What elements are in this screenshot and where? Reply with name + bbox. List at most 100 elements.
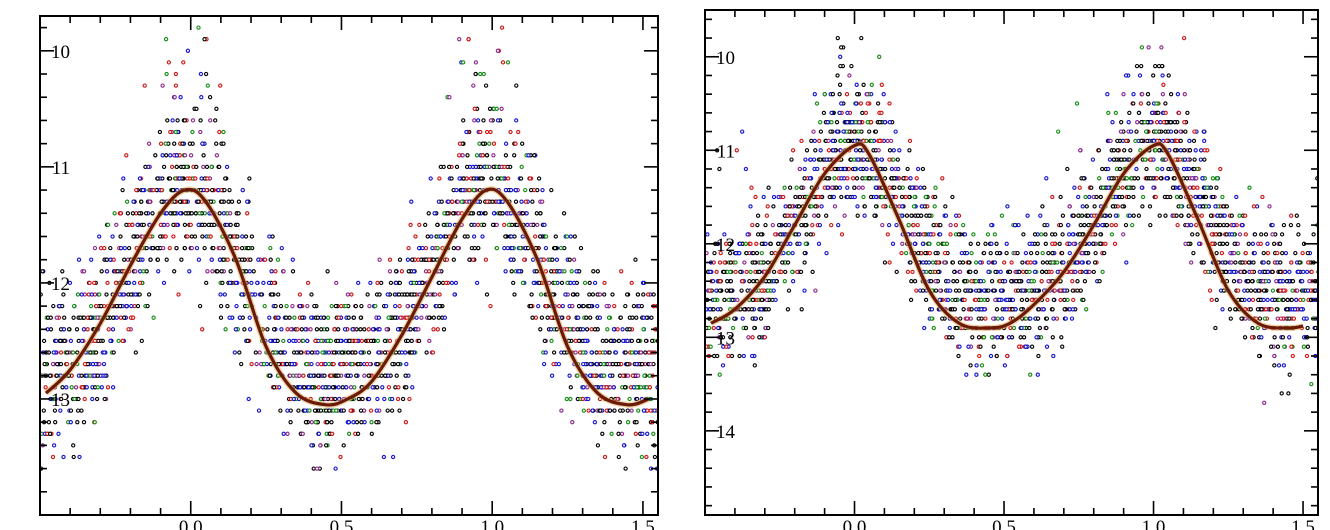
data-point bbox=[783, 269, 788, 275]
data-point bbox=[124, 199, 130, 204]
data-point bbox=[153, 153, 158, 158]
data-point bbox=[1087, 241, 1092, 246]
data-point bbox=[248, 257, 253, 262]
data-point bbox=[439, 199, 444, 204]
data-point bbox=[121, 176, 126, 181]
data-point bbox=[461, 176, 466, 181]
data-point bbox=[256, 257, 261, 262]
data-point bbox=[595, 443, 601, 448]
data-point bbox=[1004, 241, 1009, 246]
data-point bbox=[159, 199, 164, 204]
data-point bbox=[634, 385, 640, 390]
data-point bbox=[1301, 344, 1307, 349]
data-point bbox=[318, 408, 324, 413]
data-point bbox=[296, 338, 302, 344]
data-point bbox=[405, 338, 411, 344]
data-point bbox=[169, 164, 175, 170]
data-point bbox=[530, 199, 535, 204]
data-point bbox=[267, 315, 272, 320]
data-point bbox=[174, 153, 179, 158]
data-point bbox=[209, 187, 215, 193]
data-point bbox=[1245, 288, 1250, 293]
data-point bbox=[933, 288, 939, 293]
data-point bbox=[1161, 82, 1166, 87]
data-point bbox=[1131, 185, 1136, 190]
data-point bbox=[209, 164, 214, 170]
data-point bbox=[993, 297, 998, 303]
data-point bbox=[174, 245, 179, 251]
data-point bbox=[850, 176, 856, 181]
data-point bbox=[572, 234, 577, 239]
data-point bbox=[171, 234, 176, 239]
data-point bbox=[999, 213, 1005, 218]
data-point bbox=[643, 338, 649, 344]
data-point bbox=[81, 420, 87, 425]
data-point bbox=[137, 292, 142, 297]
data-point bbox=[798, 269, 804, 275]
data-point bbox=[303, 327, 308, 332]
data-point bbox=[997, 297, 1002, 303]
data-point bbox=[387, 257, 393, 262]
data-point bbox=[1255, 307, 1261, 312]
data-point bbox=[297, 385, 303, 390]
data-point bbox=[771, 269, 777, 275]
data-point bbox=[790, 279, 796, 284]
data-point bbox=[612, 303, 617, 309]
data-point bbox=[405, 292, 410, 297]
data-point bbox=[1021, 288, 1026, 293]
data-point bbox=[961, 307, 966, 312]
data-point bbox=[150, 211, 155, 216]
data-point bbox=[729, 353, 735, 359]
data-point bbox=[155, 257, 161, 262]
data-point bbox=[759, 250, 764, 256]
data-point bbox=[234, 303, 239, 309]
data-point bbox=[1200, 176, 1205, 181]
data-point bbox=[285, 408, 290, 413]
data-point bbox=[147, 199, 152, 204]
data-point bbox=[573, 350, 578, 355]
data-point bbox=[333, 303, 338, 309]
data-point bbox=[1043, 241, 1048, 246]
data-point bbox=[118, 211, 123, 216]
data-point bbox=[1306, 260, 1311, 265]
data-point bbox=[745, 288, 750, 293]
data-point bbox=[1240, 222, 1245, 228]
data-point bbox=[543, 245, 549, 251]
data-point bbox=[318, 361, 324, 367]
data-point bbox=[761, 194, 766, 200]
data-point bbox=[410, 257, 415, 262]
data-point bbox=[1121, 232, 1126, 237]
data-point bbox=[108, 245, 113, 251]
data-point bbox=[979, 297, 984, 303]
data-point bbox=[473, 60, 479, 65]
data-point bbox=[64, 385, 69, 390]
data-point bbox=[1182, 120, 1187, 125]
data-point bbox=[528, 187, 534, 193]
data-point bbox=[403, 350, 408, 355]
data-point bbox=[773, 232, 778, 237]
data-point bbox=[1115, 148, 1120, 153]
data-point bbox=[916, 250, 921, 256]
data-point bbox=[1270, 288, 1276, 293]
data-point bbox=[1002, 363, 1008, 368]
data-point bbox=[333, 396, 338, 402]
data-point bbox=[1070, 232, 1075, 237]
data-point bbox=[923, 250, 928, 256]
data-point bbox=[575, 327, 580, 332]
data-point bbox=[319, 327, 324, 332]
data-point bbox=[879, 110, 884, 116]
data-point bbox=[484, 153, 490, 158]
data-point bbox=[860, 110, 865, 116]
data-point bbox=[899, 250, 904, 256]
data-point bbox=[1174, 194, 1180, 200]
data-point bbox=[1029, 344, 1035, 349]
data-point bbox=[1183, 129, 1188, 134]
data-point bbox=[1028, 250, 1034, 256]
data-point bbox=[1222, 213, 1227, 218]
data-point bbox=[971, 232, 976, 237]
data-point bbox=[717, 260, 723, 265]
data-point bbox=[126, 280, 131, 286]
data-point bbox=[527, 176, 533, 181]
data-point bbox=[1158, 120, 1163, 125]
data-point bbox=[973, 297, 978, 303]
